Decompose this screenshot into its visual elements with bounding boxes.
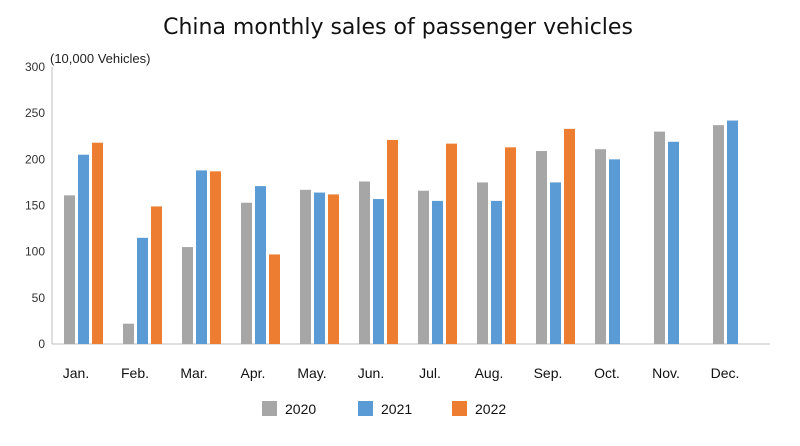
bar-2020-mar (182, 247, 193, 344)
bars (64, 120, 738, 344)
axes: 0 50 100 150 200 250 300 Jan. Feb. Mar. Apr. May. Ju… (25, 60, 770, 381)
bar-2022-aug (505, 147, 516, 344)
y-tick-label: 100 (25, 245, 45, 259)
bar-2020-aug (477, 182, 488, 344)
y-tick-label: 150 (25, 199, 45, 213)
x-tick-label: Apr. (241, 365, 266, 381)
legend-swatch-2021 (358, 401, 373, 416)
bar-2021-jul (432, 200, 443, 344)
bar-2021-oct (609, 159, 620, 344)
legend: 2020 2021 2022 (262, 401, 506, 417)
bar-2020-jan (64, 195, 75, 344)
bar-2022-jul (446, 143, 457, 344)
chart-title: China monthly sales of passenger vehicle… (163, 15, 633, 40)
bar-2020-may (300, 189, 311, 344)
x-tick-label: Jul. (419, 365, 441, 381)
bar-2022-jan (92, 142, 103, 344)
bar-2020-jun (359, 181, 370, 344)
bar-2021-nov (668, 141, 679, 344)
legend-swatch-2020 (262, 401, 277, 416)
bar-2021-feb (137, 237, 148, 344)
y-tick-label: 0 (38, 337, 45, 351)
x-tick-label: Jun. (358, 365, 384, 381)
legend-label-2021: 2021 (381, 401, 412, 417)
y-tick-label: 250 (25, 106, 45, 120)
bar-2022-mar (210, 171, 221, 344)
bar-2020-sep (536, 151, 547, 344)
y-tick-label: 300 (25, 60, 45, 74)
y-axis-unit-label: (10,000 Vehicles) (50, 51, 150, 66)
x-tick-label: Nov. (652, 365, 680, 381)
x-tick-label: Dec. (711, 365, 740, 381)
x-tick-label: May. (297, 365, 326, 381)
x-tick-label: Mar. (180, 365, 207, 381)
bar-2022-sep (564, 128, 575, 344)
bar-2020-jul (418, 190, 429, 344)
bar-2021-jan (78, 154, 89, 344)
bar-2020-oct (595, 149, 606, 344)
bar-2020-feb (123, 323, 134, 344)
bar-2020-nov (654, 131, 665, 344)
bar-2020-apr (241, 202, 252, 344)
legend-label-2020: 2020 (285, 401, 316, 417)
bar-2022-jun (387, 139, 398, 344)
bar-2021-dec (727, 120, 738, 344)
legend-swatch-2022 (452, 401, 467, 416)
bar-2020-dec (713, 125, 724, 344)
bar-2021-sep (550, 182, 561, 344)
y-tick-label: 200 (25, 152, 45, 166)
bar-2022-apr (269, 254, 280, 344)
bar-2021-jun (373, 199, 384, 344)
x-tick-label: Jan. (63, 365, 89, 381)
legend-label-2022: 2022 (475, 401, 506, 417)
x-tick-label: Aug. (475, 365, 504, 381)
bar-2021-apr (255, 186, 266, 344)
x-tick-label: Feb. (121, 365, 149, 381)
x-tick-label: Sep. (534, 365, 563, 381)
bar-2021-may (314, 192, 325, 344)
bar-2022-may (328, 194, 339, 344)
x-tick-label: Oct. (594, 365, 620, 381)
bar-2021-mar (196, 170, 207, 344)
bar-2021-aug (491, 200, 502, 344)
bar-2022-feb (151, 206, 162, 344)
y-tick-label: 50 (32, 291, 46, 305)
